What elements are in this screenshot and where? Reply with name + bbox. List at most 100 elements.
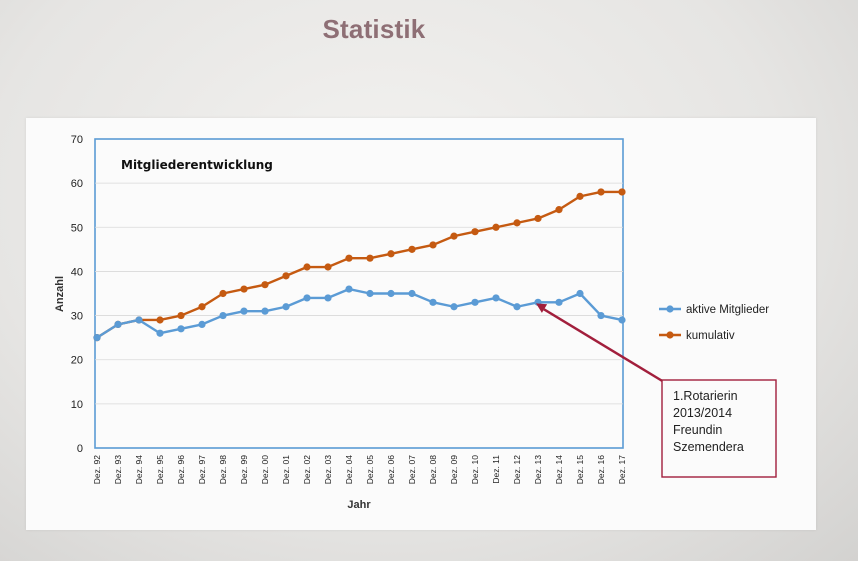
data-point <box>513 303 521 311</box>
data-point <box>135 316 143 324</box>
data-point <box>492 294 500 302</box>
data-point <box>408 245 416 253</box>
data-point <box>471 298 479 306</box>
data-point <box>597 188 605 196</box>
data-point <box>429 298 437 306</box>
data-point <box>324 294 332 302</box>
x-tick-label: Dez. 99 <box>239 455 249 485</box>
annotation-arrowhead <box>536 303 548 313</box>
x-tick-label: Dez. 05 <box>365 455 375 485</box>
data-point <box>513 219 521 227</box>
legend-label: kumulativ <box>686 330 735 342</box>
plot-area-border <box>94 138 624 449</box>
x-tick-label: Dez. 07 <box>407 455 417 485</box>
data-point <box>429 241 437 249</box>
x-tick-label: Dez. 11 <box>491 455 501 484</box>
series-aktive-mitglieder <box>93 285 626 342</box>
data-point <box>156 316 164 324</box>
slide-title: Statistik <box>322 14 426 44</box>
y-tick-label: 10 <box>71 399 83 411</box>
data-point <box>303 294 311 302</box>
data-point <box>618 188 626 196</box>
x-tick-label: Dez. 08 <box>428 455 438 485</box>
data-point <box>576 192 584 200</box>
data-point <box>177 325 185 333</box>
x-tick-label: Dez. 03 <box>323 455 333 485</box>
x-tick-label: Dez. 94 <box>134 455 144 485</box>
y-tick-label: 70 <box>71 134 83 146</box>
x-tick-label: Dez. 13 <box>533 455 543 485</box>
x-tick-label: Dez. 01 <box>281 455 291 485</box>
x-tick-label: Dez. 04 <box>344 455 354 485</box>
legend-marker <box>666 331 674 339</box>
data-point <box>597 311 605 320</box>
data-point <box>450 232 458 240</box>
data-point <box>534 214 542 223</box>
data-point <box>156 329 164 337</box>
x-tick-label: Dez. 00 <box>260 455 270 485</box>
y-tick-label: 20 <box>71 355 83 367</box>
series-layer <box>93 188 626 342</box>
x-tick-label: Dez. 15 <box>575 455 585 485</box>
data-point <box>324 263 332 271</box>
y-tick-label: 0 <box>77 443 83 455</box>
legend: aktive Mitglieder kumulativ <box>659 304 769 342</box>
y-tick-label: 50 <box>71 222 83 234</box>
data-point <box>471 228 479 236</box>
annotation-line: 2013/2014 <box>673 406 732 420</box>
x-tick-label: Dez. 97 <box>197 455 207 485</box>
data-point <box>261 307 269 315</box>
data-point <box>492 223 500 231</box>
legend-label: aktive Mitglieder <box>686 304 769 316</box>
x-tick-label: Dez. 98 <box>218 455 228 485</box>
y-tick-label: 60 <box>71 178 83 190</box>
y-tick-label: 40 <box>71 266 83 278</box>
line-chart: 0 10 20 30 40 50 60 70 Dez. 92 Dez. 93 Dez. 94 Dez… <box>54 134 777 511</box>
legend-item: aktive Mitglieder <box>659 304 769 316</box>
data-point <box>387 289 395 298</box>
data-point <box>576 289 584 298</box>
x-tick-labels: Dez. 92 Dez. 93 Dez. 94 Dez. 95 Dez. 96 Dez. … <box>92 455 627 485</box>
x-tick-label: Dez. 92 <box>92 455 102 485</box>
x-tick-label: Dez. 96 <box>176 455 186 485</box>
data-point <box>177 311 185 320</box>
y-tick-label: 30 <box>71 311 83 323</box>
data-point <box>261 281 269 289</box>
x-axis-label: Jahr <box>347 499 371 511</box>
annotation-line: Szemendera <box>673 440 744 454</box>
annotation-box <box>661 379 777 478</box>
data-point <box>198 320 206 328</box>
x-tick-label: Dez. 09 <box>449 455 459 485</box>
annotation-arrow-line <box>543 308 665 384</box>
data-point <box>240 307 248 315</box>
x-tick-label: Dez. 17 <box>617 455 627 485</box>
annotation-line: Freundin <box>673 423 722 437</box>
data-point <box>219 289 227 298</box>
data-point <box>114 320 122 328</box>
x-tick-label: Dez. 14 <box>554 455 564 485</box>
data-point <box>408 289 416 298</box>
x-tick-label: Dez. 06 <box>386 455 396 485</box>
data-point <box>366 289 374 298</box>
data-point <box>345 285 353 293</box>
chart-title: Mitgliederentwicklung <box>121 158 273 172</box>
data-point <box>303 263 311 271</box>
data-point <box>282 303 290 311</box>
data-point <box>450 303 458 311</box>
x-tick-label: Dez. 16 <box>596 455 606 485</box>
chart-card: 0 10 20 30 40 50 60 70 Dez. 92 Dez. 93 Dez. 94 Dez… <box>26 118 816 530</box>
data-point <box>555 206 563 214</box>
legend-marker <box>666 305 674 313</box>
data-point <box>618 316 626 324</box>
x-tick-label: Dez. 02 <box>302 455 312 485</box>
x-tick-label: Dez. 93 <box>113 455 123 485</box>
data-point <box>345 254 353 262</box>
y-tick-labels: 0 10 20 30 40 50 60 70 <box>71 134 83 455</box>
annotation: 1.Rotarierin 2013/2014 Freundin Szemendera <box>536 303 777 478</box>
data-point <box>93 334 101 342</box>
x-tick-label: Dez. 12 <box>512 455 522 485</box>
data-point <box>219 311 227 320</box>
annotation-line: 1.Rotarierin <box>673 389 738 403</box>
data-point <box>366 254 374 262</box>
legend-item: kumulativ <box>659 330 735 342</box>
